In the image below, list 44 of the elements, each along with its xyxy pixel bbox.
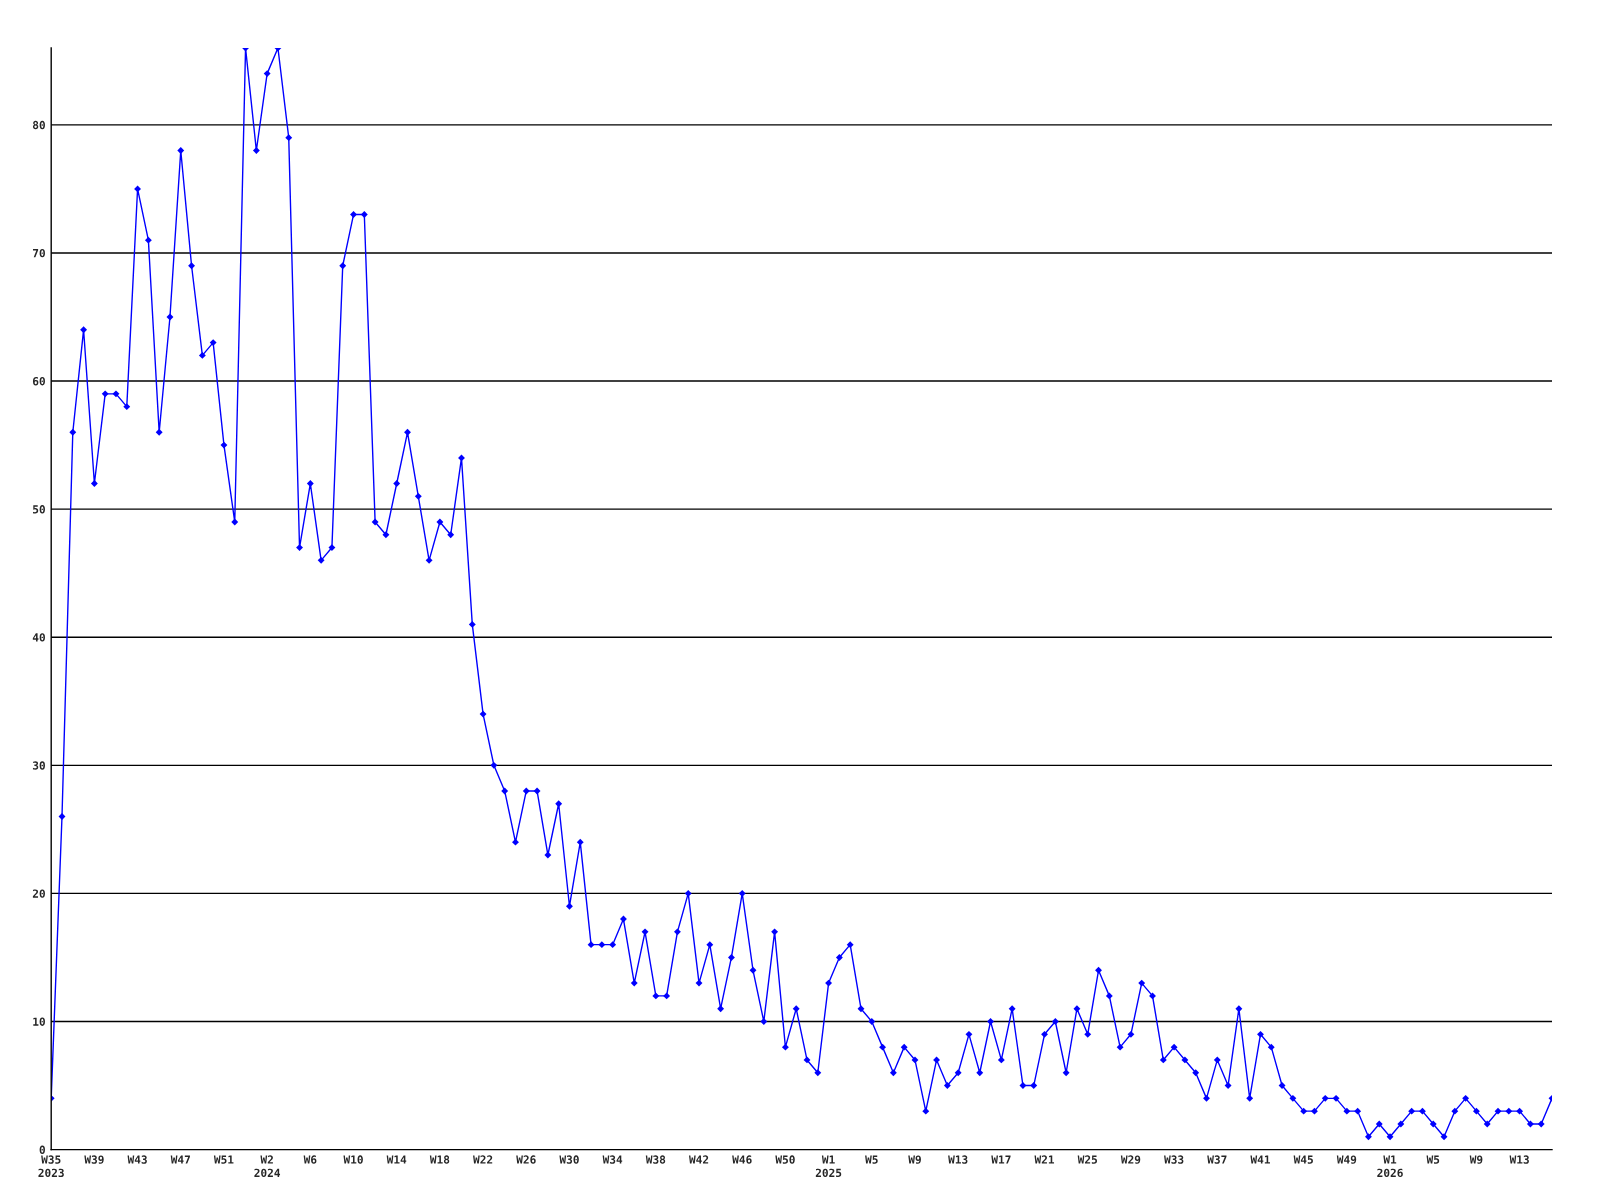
y-tick-label: 50: [33, 505, 45, 514]
x-tick-label: W5: [865, 1155, 878, 1164]
x-tick-label: W17: [991, 1155, 1011, 1164]
x-tick-label: W41: [1250, 1155, 1270, 1164]
y-tick-label: 20: [32, 889, 45, 898]
x-tick-label: W22: [473, 1155, 493, 1164]
x-tick-label: W37: [1207, 1155, 1227, 1164]
x-tick-label: W2 2024: [254, 1155, 281, 1178]
x-tick-label: W35 2023: [38, 1155, 64, 1178]
x-tick-label: W18: [429, 1155, 450, 1164]
x-tick-label: W1 2025: [815, 1155, 842, 1178]
x-tick-label: W47: [170, 1155, 190, 1164]
x-tick-label: W9: [908, 1155, 921, 1164]
x-tick-label: W30: [559, 1155, 579, 1164]
x-tick-label: W33: [1164, 1155, 1184, 1164]
x-tick-label: W49: [1336, 1155, 1357, 1164]
x-tick-label: W29: [1120, 1155, 1141, 1164]
y-tick-label: 80: [32, 120, 45, 130]
y-tick-label: 30: [32, 761, 45, 770]
x-tick-label: W21: [1034, 1155, 1055, 1164]
x-tick-label: W46: [732, 1155, 752, 1164]
y-tick-label: 40: [32, 633, 45, 642]
x-tick-label: W43: [127, 1155, 147, 1164]
y-tick-label: 60: [32, 377, 45, 386]
x-tick-label: W1 2026: [1377, 1155, 1403, 1178]
x-tick-label: W5: [1426, 1155, 1440, 1164]
y-tick-label: 0: [39, 1145, 45, 1154]
x-tick-label: W45: [1293, 1155, 1313, 1164]
y-tick-label: 10: [33, 1017, 45, 1026]
x-tick-label: W25: [1077, 1155, 1097, 1164]
x-tick-label: W51: [213, 1155, 234, 1164]
y-tick-label: 70: [33, 248, 45, 258]
x-tick-label: W14: [386, 1155, 407, 1164]
x-tick-label: W6: [303, 1155, 317, 1164]
x-tick-label: W10: [343, 1155, 363, 1164]
x-tick-label: W39: [84, 1155, 104, 1164]
x-tick-label: W13: [948, 1155, 968, 1164]
x-tick-label: W9: [1469, 1155, 1483, 1164]
x-tick-label: W38: [645, 1155, 666, 1164]
x-tick-label: W50: [775, 1155, 795, 1164]
x-tick-label: W34: [602, 1155, 623, 1164]
x-tick-label: W42: [688, 1155, 709, 1164]
x-tick-label: W26: [516, 1155, 536, 1164]
x-tick-label: W13: [1509, 1155, 1529, 1164]
